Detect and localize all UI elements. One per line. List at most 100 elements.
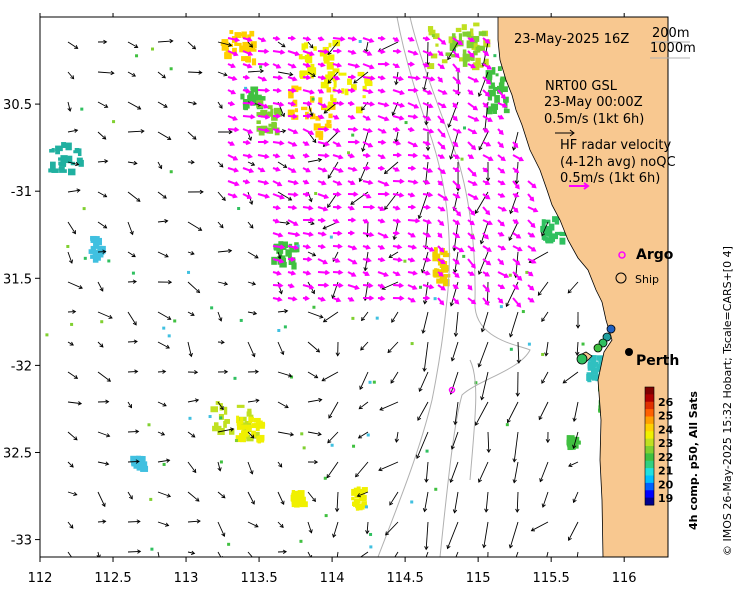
vector-head	[275, 166, 281, 172]
vector-head	[280, 500, 285, 506]
vector-shaft	[277, 431, 294, 436]
vector-head	[360, 346, 365, 351]
sst-pixel	[332, 68, 340, 73]
vector-shaft	[307, 491, 316, 502]
vector-head	[336, 204, 343, 210]
sst-pixel	[254, 431, 260, 439]
colorbar-segment	[645, 482, 654, 491]
vector-shaft	[416, 431, 429, 459]
vector-shaft	[394, 551, 399, 557]
vector-head	[421, 329, 426, 334]
sst-pixel	[298, 54, 303, 60]
vector-head	[280, 350, 285, 356]
sst-pixel	[503, 108, 510, 114]
vector-head	[264, 127, 271, 133]
sst-pixel	[58, 161, 67, 166]
sst-pixel	[354, 488, 361, 494]
vector-head	[409, 126, 415, 133]
vector-shaft	[217, 491, 226, 499]
sst-pixel	[587, 374, 592, 383]
vector-head	[477, 92, 482, 97]
sst-pixel	[310, 63, 315, 71]
vector-head	[395, 218, 402, 224]
vector-head	[395, 271, 401, 277]
vector-head	[358, 177, 363, 183]
vector-shaft	[487, 431, 490, 453]
vector-head	[317, 431, 322, 437]
vector-shaft	[127, 221, 134, 235]
ship-track	[576, 324, 616, 365]
vector-head	[218, 104, 223, 109]
vector-head	[264, 114, 271, 120]
vector-head	[414, 218, 421, 224]
vector-head	[531, 258, 537, 264]
vector-head	[442, 90, 448, 95]
vector-shaft	[513, 461, 519, 483]
sst-pixel	[375, 316, 379, 320]
sst-pixel	[303, 42, 309, 49]
vector-head	[131, 253, 136, 258]
vector-head	[314, 459, 319, 465]
vector-shaft	[217, 521, 225, 537]
x-tick-label: 113	[174, 571, 199, 586]
sst-pixel	[299, 501, 308, 508]
vector-head	[530, 223, 536, 229]
vector-head	[291, 87, 297, 94]
sst-pixel	[470, 55, 475, 61]
vector-head	[385, 531, 390, 536]
vector-shaft	[247, 431, 255, 439]
sst-pixel	[288, 258, 293, 265]
sst-pixel	[236, 420, 242, 426]
vector-head	[384, 181, 390, 187]
vector-head	[255, 560, 258, 563]
sst-pixel	[83, 256, 87, 260]
sst-pixel	[294, 500, 300, 508]
vector-head	[410, 232, 416, 238]
sst-pixel	[541, 234, 547, 240]
sst-pixel	[483, 58, 489, 66]
vector-head	[290, 154, 296, 160]
x-axis: 112 112.5 113 113.5 114 114.5 115 115.5 116	[28, 13, 637, 586]
colorbar-tick-label: 20	[658, 478, 674, 491]
vector-head	[74, 45, 79, 49]
vector-head	[250, 161, 256, 166]
vector-head	[369, 37, 375, 44]
sst-pixel	[318, 134, 324, 140]
vector-head	[278, 258, 285, 264]
vector-shaft	[247, 491, 255, 505]
vector-head	[320, 217, 326, 223]
vector-shaft	[508, 221, 519, 241]
vector-head	[249, 100, 256, 107]
sst-pixel	[242, 45, 250, 53]
vector-head	[365, 152, 371, 159]
vector-shaft	[97, 191, 107, 198]
vector-shaft	[187, 101, 197, 105]
sst-pixel	[259, 423, 266, 427]
vector-shaft	[450, 461, 459, 483]
vector-head	[486, 64, 493, 70]
radar-legend-avg: (4-12h avg) noQC	[560, 155, 676, 170]
vector-shaft	[127, 281, 137, 283]
vector-shaft	[157, 251, 169, 258]
vector-head	[428, 103, 434, 109]
vector-head	[191, 433, 196, 438]
sst-pixel	[294, 108, 299, 113]
vector-head	[575, 324, 581, 329]
colorbar-segment	[645, 394, 654, 403]
vector-shaft	[187, 491, 200, 502]
vector-shaft	[97, 371, 111, 382]
vector-head	[422, 508, 428, 513]
x-tick-label: 114	[320, 571, 345, 586]
vector-shaft	[541, 371, 549, 384]
vector-head	[440, 132, 446, 138]
vector-head	[190, 312, 195, 316]
sst-pixel	[310, 72, 314, 79]
vector-head	[190, 160, 195, 165]
sst-pixel	[470, 28, 474, 35]
vector-head	[370, 75, 376, 81]
vector-shaft	[217, 161, 224, 168]
vector-head	[351, 245, 358, 251]
sst-pixel	[326, 62, 334, 70]
sst-pixel	[587, 363, 593, 369]
vector-head	[133, 339, 138, 344]
